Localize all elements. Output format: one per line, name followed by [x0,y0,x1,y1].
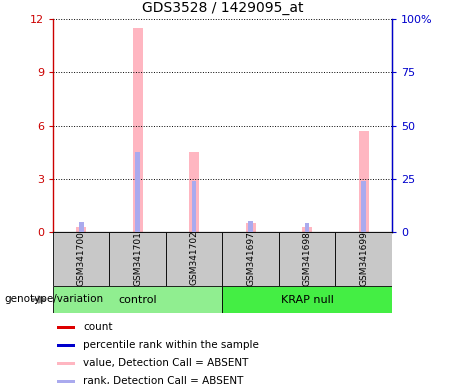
Text: KRAP null: KRAP null [281,295,334,305]
Bar [362,231,365,232]
Bar [279,232,336,286]
Bar [336,232,392,286]
Text: GSM341697: GSM341697 [246,231,255,286]
Bar [53,286,222,313]
Bar [189,152,199,232]
Bar [110,232,166,286]
Bar [222,286,392,313]
Bar [166,232,222,286]
Text: rank, Detection Call = ABSENT: rank, Detection Call = ABSENT [83,376,244,384]
Bar [306,230,309,232]
Bar [359,131,369,232]
Bar [193,231,196,232]
Text: GSM341702: GSM341702 [189,231,199,285]
Bar [246,223,256,232]
Bar [76,227,86,232]
Text: genotype/variation: genotype/variation [5,294,104,304]
Bar [361,181,366,232]
Bar [57,362,75,365]
Text: value, Detection Call = ABSENT: value, Detection Call = ABSENT [83,358,249,368]
Text: percentile rank within the sample: percentile rank within the sample [83,340,260,350]
Bar [222,232,279,286]
Text: GSM341699: GSM341699 [359,231,368,286]
Bar [80,229,83,232]
Title: GDS3528 / 1429095_at: GDS3528 / 1429095_at [142,2,303,15]
Bar [248,220,253,232]
Bar [249,229,252,232]
Text: GSM341698: GSM341698 [302,231,312,286]
Text: count: count [83,322,113,332]
Bar [57,380,75,383]
Bar [305,223,309,232]
Bar [133,28,143,232]
Bar [136,152,140,232]
Bar [53,232,110,286]
Bar [57,344,75,347]
Bar [192,181,196,232]
Bar [79,222,83,232]
Text: GSM341701: GSM341701 [133,231,142,286]
Text: control: control [118,295,157,305]
Bar [136,231,139,232]
Text: GSM341700: GSM341700 [77,231,86,286]
Bar [57,326,75,329]
Bar [302,227,312,232]
